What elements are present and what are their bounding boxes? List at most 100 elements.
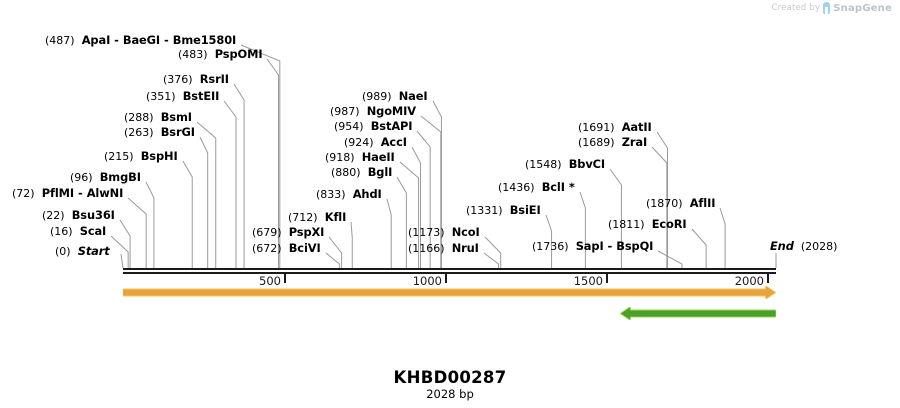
site-position: (2028)	[800, 240, 838, 253]
restriction-site-label[interactable]: (672) BciVI	[252, 242, 321, 255]
site-name-separator: -	[160, 33, 173, 47]
restriction-site-label[interactable]: (1689) ZraI	[578, 136, 647, 149]
site-name: AlwNI	[86, 186, 124, 200]
site-position: (1548)	[525, 158, 562, 171]
site-position: (924)	[344, 136, 374, 149]
site-position: (72)	[12, 187, 35, 200]
leader-line	[120, 253, 124, 269]
site-position: (880)	[331, 166, 361, 179]
leader-line	[223, 100, 237, 268]
site-name: BsiEI	[509, 203, 541, 217]
site-name: Bsu36I	[71, 208, 115, 222]
restriction-site-label[interactable]: (16) ScaI	[50, 225, 106, 238]
restriction-site-label[interactable]: (1436) BclI *	[498, 181, 575, 194]
leader-line	[233, 83, 245, 268]
restriction-site-label[interactable]: (376) RsrII	[163, 73, 229, 86]
restriction-site-label[interactable]: (954) BstAPI	[334, 119, 413, 133]
restriction-site-label[interactable]: (215) BspHI	[104, 150, 178, 163]
restriction-site-label[interactable]: (989) NaeI	[362, 90, 428, 103]
site-position: (483)	[178, 48, 208, 61]
sequence-length-label: 2028 bp	[426, 387, 474, 401]
leader-line	[127, 197, 147, 268]
site-name: BclI	[541, 180, 565, 194]
site-position: (712)	[288, 211, 318, 224]
site-position: (487)	[45, 34, 75, 47]
restriction-site-label[interactable]: (72) PflMI - AlwNI	[12, 187, 123, 200]
site-position: (954)	[334, 120, 364, 133]
site-name: NcoI	[451, 225, 480, 239]
site-position: (96)	[70, 171, 93, 184]
leader-line	[145, 181, 155, 268]
restriction-site-label[interactable]: (918) HaeII	[325, 151, 395, 164]
leader-line	[657, 250, 683, 268]
restriction-site-label[interactable]: (1691) AatII	[578, 121, 652, 134]
site-position: (918)	[325, 151, 355, 164]
green-feature-arrow[interactable]	[620, 307, 776, 320]
restriction-site-label[interactable]: (1548) BbvCI	[525, 158, 605, 171]
site-name: AhdI	[352, 187, 382, 201]
leader-line	[691, 228, 707, 268]
end-marker-label[interactable]: End (2028)	[770, 240, 837, 253]
restriction-site-label[interactable]: (1736) SapI - BspQI	[532, 240, 653, 253]
site-position: (1811)	[608, 218, 645, 231]
site-star-marker: *	[564, 180, 575, 194]
start-marker-label[interactable]: (0) Start	[55, 245, 110, 258]
watermark-created-by-text: Created by	[771, 3, 821, 13]
site-name: AccI	[380, 135, 407, 149]
leader-line	[199, 136, 209, 268]
leader-line	[110, 235, 129, 268]
site-name: PspXI	[288, 225, 325, 239]
site-name: AflII	[689, 196, 716, 210]
restriction-site-label[interactable]: (288) BsmI	[124, 111, 192, 124]
restriction-site-label[interactable]: (1811) EcoRI	[608, 218, 687, 231]
site-name: HaeII	[361, 150, 395, 164]
site-name: BaeGI	[122, 33, 161, 47]
site-name-separator: -	[74, 186, 87, 200]
site-name: EcoRI	[651, 217, 687, 231]
site-position: (1736)	[532, 240, 569, 253]
site-name: BstAPI	[370, 119, 413, 133]
site-name: BspQI	[616, 239, 654, 253]
restriction-site-label[interactable]: (263) BsrGI	[124, 126, 195, 139]
restriction-site-label[interactable]: (679) PspXI	[252, 226, 324, 239]
site-position: (1436)	[498, 181, 535, 194]
ruler-tick	[766, 274, 769, 283]
restriction-site-label[interactable]: (22) Bsu36I	[42, 209, 115, 222]
restriction-site-label[interactable]: (483) PspOMI	[178, 48, 263, 61]
restriction-site-label[interactable]: (833) AhdI	[316, 188, 382, 201]
site-position: (263)	[124, 126, 154, 139]
leader-line	[484, 236, 502, 268]
site-name: BmgBI	[99, 170, 141, 184]
site-position: (679)	[252, 226, 282, 239]
restriction-site-label[interactable]: (987) NgoMIV	[330, 105, 416, 118]
site-name: RsrII	[199, 72, 229, 86]
site-position: (376)	[163, 73, 193, 86]
restriction-site-label[interactable]: (1166) NruI	[408, 242, 479, 255]
restriction-site-label[interactable]: (712) KflI	[288, 211, 346, 224]
restriction-site-label[interactable]: (1331) BsiEI	[466, 204, 541, 217]
backbone-inner-gap	[123, 270, 776, 272]
site-position: (0)	[55, 245, 71, 258]
restriction-site-label[interactable]: (351) BstEII	[146, 90, 219, 103]
leader-line	[119, 219, 131, 268]
ruler-tick	[444, 274, 447, 283]
restriction-site-label[interactable]: (1173) NcoI	[408, 226, 480, 239]
site-position: (1331)	[466, 204, 503, 217]
site-name: BbvCI	[568, 157, 606, 171]
restriction-site-label[interactable]: (1870) AflII	[646, 197, 715, 210]
site-position: (1691)	[578, 121, 615, 134]
restriction-site-label[interactable]: (487) ApaI - BaeGI - Bme1580I	[45, 34, 236, 47]
restriction-site-label[interactable]: (924) AccI	[344, 136, 407, 149]
restriction-site-label[interactable]: (880) BglI	[331, 166, 392, 179]
restriction-site-label[interactable]: (96) BmgBI	[70, 171, 141, 184]
site-position: (1870)	[646, 197, 683, 210]
site-name: Start	[77, 244, 110, 258]
snapgene-watermark: Created by SnapGene	[771, 2, 892, 14]
orange-feature-arrow[interactable]	[123, 286, 776, 299]
site-position: (1166)	[408, 242, 445, 255]
site-position: (288)	[124, 111, 154, 124]
site-position: (1173)	[408, 226, 445, 239]
site-name: AatII	[621, 120, 652, 134]
